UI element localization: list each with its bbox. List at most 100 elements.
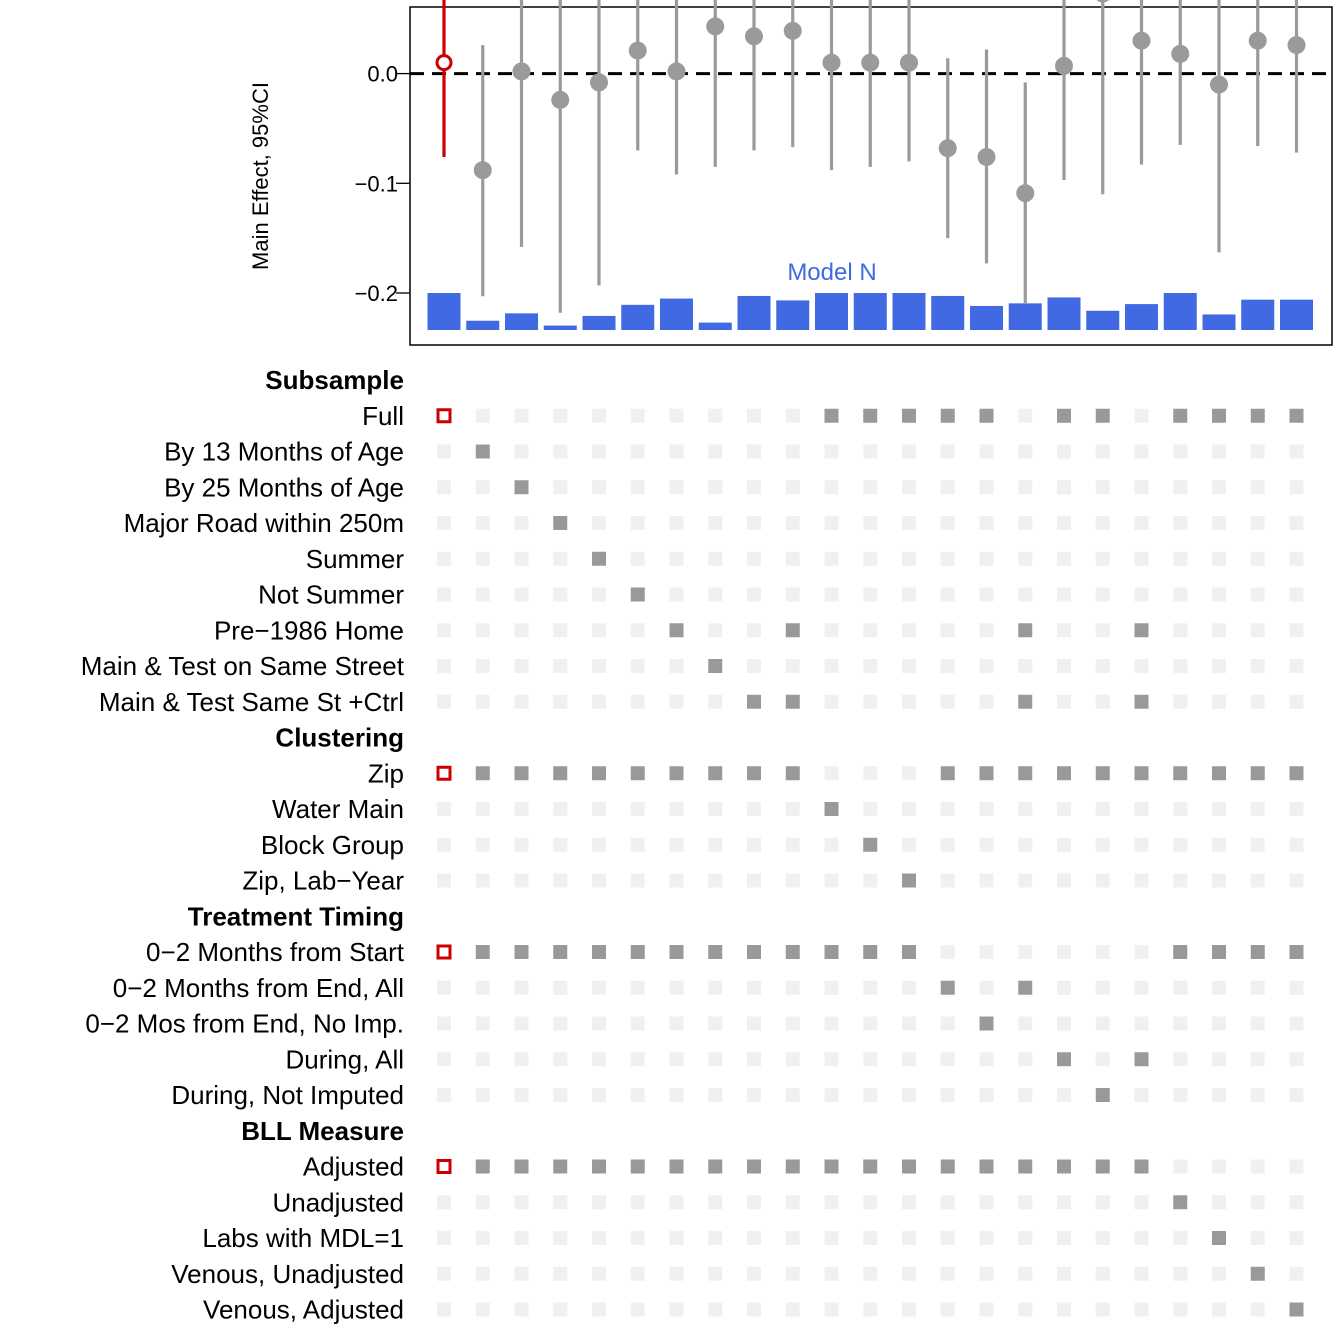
indicator-inactive bbox=[785, 1231, 800, 1245]
indicator-inactive bbox=[1134, 551, 1149, 566]
indicator-inactive bbox=[630, 623, 645, 638]
indicator-active bbox=[1173, 1195, 1188, 1210]
indicator-inactive bbox=[1018, 873, 1033, 888]
indicator-inactive bbox=[475, 1266, 490, 1281]
indicator-inactive bbox=[1134, 408, 1149, 423]
indicator-inactive bbox=[902, 444, 916, 459]
spec-row-label: Water Main bbox=[272, 794, 404, 824]
indicator-inactive bbox=[708, 444, 723, 459]
indicator-inactive bbox=[437, 873, 451, 888]
indicator-inactive bbox=[785, 873, 800, 888]
indicator-active bbox=[824, 802, 839, 816]
indicator-inactive bbox=[1134, 444, 1149, 459]
indicator-active bbox=[1095, 408, 1110, 423]
indicator-inactive bbox=[669, 1302, 684, 1317]
point-estimate-highlight bbox=[435, 54, 453, 72]
indicator-inactive bbox=[669, 837, 684, 852]
indicator-inactive bbox=[437, 587, 451, 602]
indicator-inactive bbox=[785, 444, 800, 459]
y-tick-label: 0.0 bbox=[367, 62, 398, 87]
indicator-inactive bbox=[1250, 837, 1265, 852]
indicator-inactive bbox=[863, 1302, 878, 1317]
indicator-active bbox=[708, 1159, 723, 1174]
group-title: BLL Measure bbox=[241, 1116, 404, 1146]
indicator-inactive bbox=[1134, 1266, 1149, 1281]
point-estimate bbox=[1287, 36, 1306, 55]
indicator-inactive bbox=[1173, 444, 1188, 459]
indicator-inactive bbox=[979, 873, 994, 888]
indicator-inactive bbox=[437, 802, 451, 816]
indicator-inactive bbox=[592, 480, 606, 495]
indicator-inactive bbox=[553, 408, 568, 423]
indicator-inactive bbox=[437, 516, 451, 530]
indicator-inactive bbox=[1289, 802, 1304, 816]
indicator-inactive bbox=[1212, 873, 1226, 888]
indicator-inactive bbox=[592, 1088, 606, 1102]
indicator-inactive bbox=[1095, 1016, 1110, 1031]
indicator-inactive bbox=[940, 945, 955, 959]
indicator-inactive bbox=[1212, 1052, 1226, 1067]
indicator-inactive bbox=[1018, 551, 1033, 566]
model-n-bar bbox=[698, 322, 732, 330]
spec-row-label: Venous, Unadjusted bbox=[171, 1259, 404, 1289]
indicator-inactive bbox=[785, 837, 800, 852]
model-n-bar bbox=[505, 313, 538, 330]
indicator-inactive bbox=[437, 1016, 451, 1031]
indicator-inactive bbox=[437, 694, 451, 709]
indicator-inactive bbox=[669, 1231, 684, 1245]
indicator-inactive bbox=[708, 408, 723, 423]
indicator-inactive bbox=[1018, 1016, 1033, 1031]
indicator-inactive bbox=[1289, 1016, 1304, 1031]
indicator-inactive bbox=[1018, 1195, 1033, 1210]
indicator-highlight bbox=[436, 408, 452, 424]
indicator-inactive bbox=[630, 408, 645, 423]
indicator-inactive bbox=[1134, 837, 1149, 852]
indicator-inactive bbox=[863, 516, 878, 530]
indicator-inactive bbox=[514, 873, 529, 888]
indicator-inactive bbox=[785, 408, 800, 423]
indicator-inactive bbox=[1212, 516, 1226, 530]
indicator-active bbox=[669, 945, 684, 959]
indicator-inactive bbox=[1095, 480, 1110, 495]
indicator-inactive bbox=[514, 587, 529, 602]
spec-row-label: Labs with MDL=1 bbox=[202, 1223, 404, 1253]
indicator-inactive bbox=[1018, 1088, 1033, 1102]
indicator-inactive bbox=[437, 551, 451, 566]
indicator-inactive bbox=[1095, 694, 1110, 709]
indicator-inactive bbox=[553, 1266, 568, 1281]
indicator-inactive bbox=[747, 1088, 761, 1102]
indicator-inactive bbox=[708, 480, 723, 495]
indicator-inactive bbox=[940, 694, 955, 709]
indicator-inactive bbox=[1173, 802, 1188, 816]
indicator-inactive bbox=[1250, 480, 1265, 495]
indicator-active bbox=[669, 766, 684, 781]
indicator-inactive bbox=[940, 1195, 955, 1210]
model-n-bar bbox=[815, 293, 848, 330]
indicator-inactive bbox=[979, 837, 994, 852]
indicator-inactive bbox=[1057, 659, 1071, 673]
indicator-inactive bbox=[902, 1088, 916, 1102]
indicator-active bbox=[1018, 980, 1033, 995]
indicator-inactive bbox=[1095, 444, 1110, 459]
spec-row-label: Summer bbox=[306, 544, 405, 574]
point-estimate bbox=[512, 62, 531, 81]
indicator-inactive bbox=[475, 1052, 490, 1067]
indicator-active bbox=[1134, 1159, 1149, 1174]
indicator-inactive bbox=[824, 516, 839, 530]
indicator-active bbox=[1173, 766, 1188, 781]
indicator-inactive bbox=[940, 837, 955, 852]
indicator-inactive bbox=[437, 444, 451, 459]
indicator-inactive bbox=[1134, 1302, 1149, 1317]
indicator-active bbox=[785, 766, 800, 781]
indicator-inactive bbox=[1173, 694, 1188, 709]
indicator-inactive bbox=[1250, 980, 1265, 995]
indicator-inactive bbox=[669, 1016, 684, 1031]
indicator-inactive bbox=[785, 1266, 800, 1281]
indicator-inactive bbox=[1289, 694, 1304, 709]
indicator-matrix: Subsample Full By 13 Months of Age By 25 Mo… bbox=[81, 365, 1304, 1325]
indicator-active bbox=[1250, 766, 1265, 781]
indicator-inactive bbox=[902, 1302, 916, 1317]
indicator-inactive bbox=[863, 694, 878, 709]
indicator-inactive bbox=[630, 1195, 645, 1210]
indicator-inactive bbox=[824, 1052, 839, 1067]
